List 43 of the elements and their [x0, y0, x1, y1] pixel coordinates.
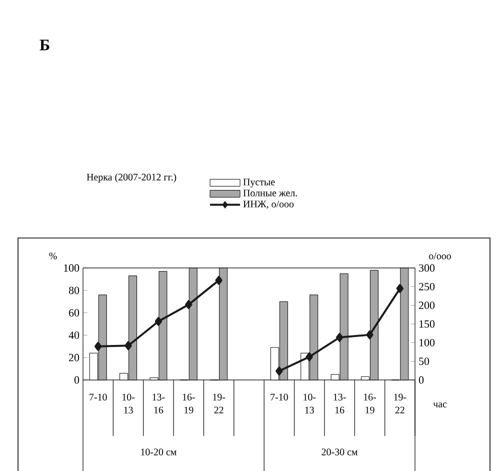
x-tick-label: 16-19 [364, 394, 376, 414]
y-tick-label: 60 [69, 309, 80, 316]
y2-tick-label: 50 [419, 358, 430, 366]
legend-label: Полные жел. [243, 190, 297, 196]
x-tick-label: 13-16 [334, 394, 346, 414]
point [306, 352, 313, 362]
legend-label: ИНЖ, о/ооо [243, 200, 294, 209]
point [185, 300, 192, 310]
y2-axis-title: о/ооо [429, 252, 451, 260]
point [366, 330, 374, 340]
y2-tick-label: 250 [419, 282, 435, 290]
y2-tick-label: 200 [419, 302, 435, 310]
chart-subtitle: Нерка (2007-2012 гг.) [86, 173, 176, 183]
x-tick-label: 16-19 [182, 394, 195, 414]
x-axis-title: час [433, 402, 447, 408]
x-tick-label: 10-13 [304, 394, 316, 414]
legend-label: Пустые [243, 178, 275, 188]
point [94, 342, 102, 351]
y-tick-label: 0 [74, 376, 80, 384]
point [396, 284, 404, 294]
text: 10-20 см [141, 448, 176, 456]
y-tick-label: 80 [68, 286, 80, 294]
y2-tick-label: 0 [418, 376, 424, 384]
y-tick-label: 40 [68, 331, 80, 339]
y-tick-label: 100 [64, 264, 80, 272]
x-tick-label: 7-10 [90, 394, 107, 400]
point [276, 366, 283, 376]
x-tick-label: 7-10 [270, 394, 288, 400]
point [215, 276, 222, 285]
y2-tick-label: 100 [419, 338, 435, 346]
y-tick-label: 20 [69, 354, 80, 362]
x-tick-label: 19-22 [394, 394, 406, 414]
text: 20-30 см [322, 448, 358, 456]
y2-tick-label: 150 [419, 320, 435, 328]
chart-title: Б [40, 40, 50, 50]
y-axis-title: % [49, 252, 57, 260]
point [154, 316, 162, 326]
point [336, 332, 344, 342]
x-tick-label: 10-13 [122, 394, 135, 414]
y2-tick-label: 300 [419, 264, 435, 272]
x-tick-label: 13-16 [152, 394, 165, 414]
point [124, 341, 132, 350]
x-tick-label: 19-22 [213, 394, 226, 414]
